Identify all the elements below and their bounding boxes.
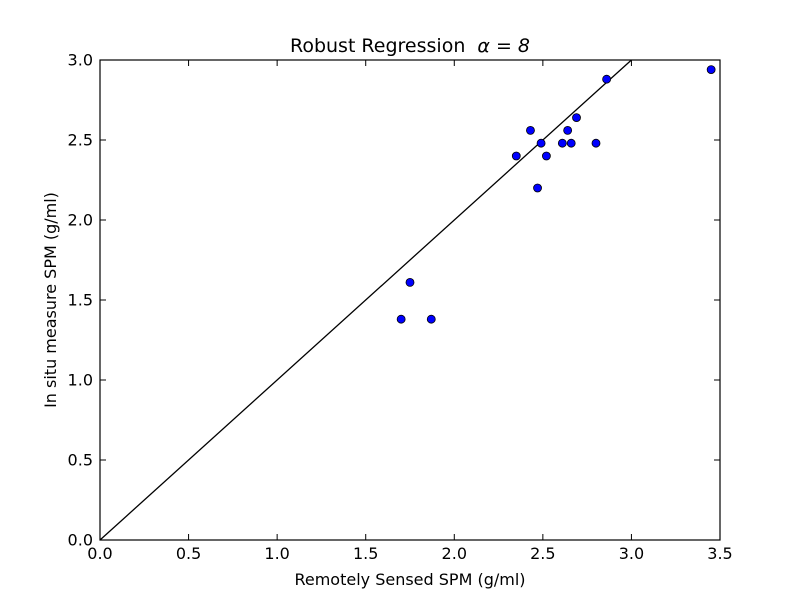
data-point	[536, 138, 546, 148]
data-point	[542, 151, 551, 161]
data-point	[572, 113, 581, 122]
data-point	[426, 314, 436, 324]
data-point	[706, 65, 716, 74]
data-point	[396, 314, 406, 324]
y-tick-label: 0.5	[68, 451, 93, 470]
x-tick-label: 2.0	[442, 544, 467, 563]
plot-frame	[99, 59, 721, 541]
data-point	[591, 138, 601, 148]
y-axis-label: In situ measure SPM (g/ml)	[41, 192, 60, 408]
data-point	[563, 125, 573, 135]
reference-line	[99, 59, 632, 541]
y-tick-label: 2.0	[68, 211, 93, 230]
chart-title-text: Robust Regression	[290, 35, 465, 57]
x-axis-label: Remotely Sensed SPM (g/ml)	[294, 570, 525, 589]
x-tick-label: 2.5	[530, 544, 555, 563]
x-tick-label: 0.5	[176, 544, 201, 563]
plot-layer: 0.0 0.5 1.0 1.5 2.0 2.5 3.0 3.5 0.0 0.5 1.0 1.5 2.0 2…	[68, 51, 733, 564]
data-point	[566, 138, 576, 148]
data-point	[405, 277, 415, 287]
y-tick-label: 0.0	[68, 531, 93, 550]
data-point	[557, 138, 567, 148]
y-tick-label: 2.5	[68, 131, 93, 150]
x-tick-label: 3.0	[619, 544, 644, 563]
y-tick-label: 3.0	[68, 51, 93, 70]
y-tick-label: 1.0	[68, 371, 93, 390]
data-point	[602, 74, 612, 84]
chart-title-math: α = 8	[477, 35, 530, 57]
x-tick-label: 1.0	[264, 544, 289, 563]
x-tick-label: 3.5	[707, 544, 732, 563]
data-point	[511, 151, 521, 161]
x-tick-label: 1.5	[353, 544, 378, 563]
chart-title: Robust Regression α = 8	[290, 35, 530, 57]
y-tick-label: 1.5	[68, 291, 93, 310]
data-point	[526, 125, 535, 135]
x-tick-label: 0.0	[87, 544, 112, 563]
data-point	[533, 183, 542, 193]
